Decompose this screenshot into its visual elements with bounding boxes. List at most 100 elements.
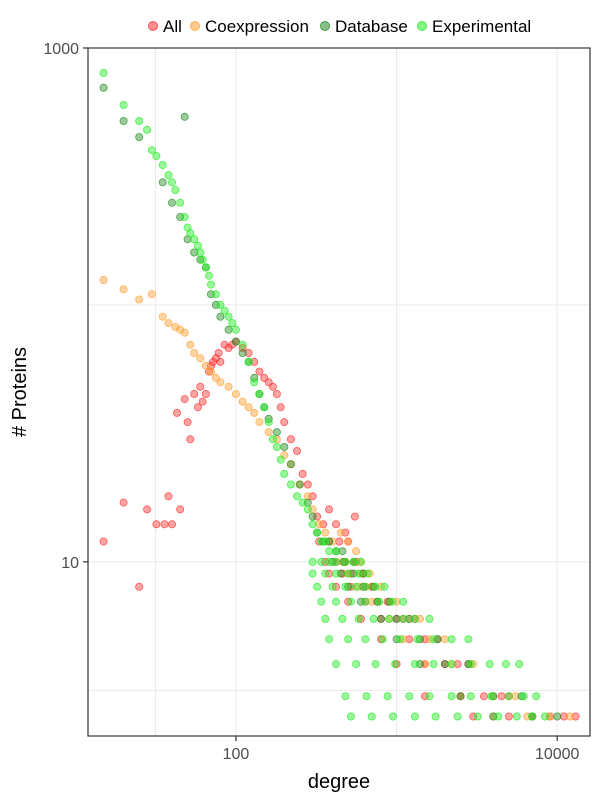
data-point-experimental [399,614,408,623]
data-point-experimental [190,235,199,244]
data-point-coexpression [216,378,225,387]
data-point-all [268,382,277,391]
data-point-database [167,198,176,207]
data-point-all [214,348,223,357]
data-point-database [344,582,353,591]
data-point-all [244,348,253,357]
data-point-experimental [371,582,380,591]
data-point-all [313,512,322,521]
data-point-experimental [504,692,513,701]
data-point-coexpression [264,428,273,437]
legend-label-all: All [163,17,182,36]
data-point-experimental [431,712,440,721]
series-coexpression [99,275,574,721]
data-point-coexpression [206,367,215,376]
data-point-experimental [344,635,353,644]
data-point-experimental [466,692,475,701]
data-point-experimental [391,660,400,669]
data-point-database [359,569,368,578]
data-point-database [385,597,394,606]
data-point-experimental [308,569,317,578]
data-point-coexpression [224,382,233,391]
data-point-experimental [380,582,389,591]
data-point-experimental [473,712,482,721]
data-point-database [553,712,562,721]
data-point-coexpression [365,569,374,578]
data-point-experimental [286,480,295,489]
data-point-database [211,300,220,309]
data-point-database [308,512,317,521]
legend-marker-database [320,21,330,31]
data-point-database [119,117,128,126]
data-point-experimental [201,263,210,272]
data-point-coexpression [186,340,195,349]
data-point-experimental [328,582,337,591]
legend-label-coexpression: Coexpression [205,17,309,36]
data-point-experimental [429,635,438,644]
series-experimental [99,68,550,721]
data-point-experimental [346,712,355,721]
data-point-coexpression [119,285,128,294]
data-point-coexpression [425,635,434,644]
data-point-all [350,512,359,521]
data-point-experimental [268,435,277,444]
data-point-all [453,660,462,669]
data-point-experimental [176,198,185,207]
data-point-database [405,614,414,623]
data-point-all [559,712,568,721]
data-point-all [216,357,225,366]
data-point-database [464,660,473,669]
data-point-experimental [349,557,358,566]
data-point-experimental [206,280,215,289]
data-point-experimental [354,569,363,578]
data-point-experimental [388,597,397,606]
data-point-database [224,325,233,334]
data-point-experimental [519,692,528,701]
data-point-experimental [321,537,330,546]
data-point-all [135,582,144,591]
data-point-coexpression [336,528,345,537]
data-point-experimental [224,312,233,321]
data-point-experimental [361,582,370,591]
data-point-coexpression [135,295,144,304]
data-point-experimental [317,597,326,606]
data-point-experimental [303,505,312,514]
data-point-experimental [369,614,378,623]
data-point-all [276,403,285,412]
series-database [99,83,562,721]
data-point-all [331,520,340,529]
data-point-database [369,582,378,591]
data-point-database [158,178,167,187]
legend-marker-all [148,21,158,31]
data-point-experimental [171,185,180,194]
data-point-experimental [405,692,414,701]
data-point-all [190,389,199,398]
data-point-coexpression [321,528,330,537]
data-point-experimental [280,469,289,478]
data-point-coexpression [147,290,156,299]
data-point-coexpression [352,547,361,556]
data-point-experimental [512,712,521,721]
data-point-experimental [447,635,456,644]
data-point-database [190,248,199,257]
data-point-experimental [321,614,330,623]
data-point-experimental [338,614,347,623]
data-point-experimental [313,582,322,591]
data-point-all [167,520,176,529]
data-point-experimental [515,660,524,669]
data-point-experimental [196,248,205,257]
axis-ticks: 100 10000 10 1000 [43,41,579,763]
data-point-experimental [429,660,438,669]
data-point-experimental [211,290,220,299]
data-point-experimental [487,692,496,701]
data-point-experimental [410,712,419,721]
data-point-database [272,428,281,437]
data-point-database [99,83,108,92]
data-point-database [295,480,304,489]
data-point-experimental [354,614,363,623]
data-point-all [180,395,189,404]
data-point-experimental [244,357,253,366]
data-point-experimental [331,569,340,578]
data-point-experimental [367,712,376,721]
